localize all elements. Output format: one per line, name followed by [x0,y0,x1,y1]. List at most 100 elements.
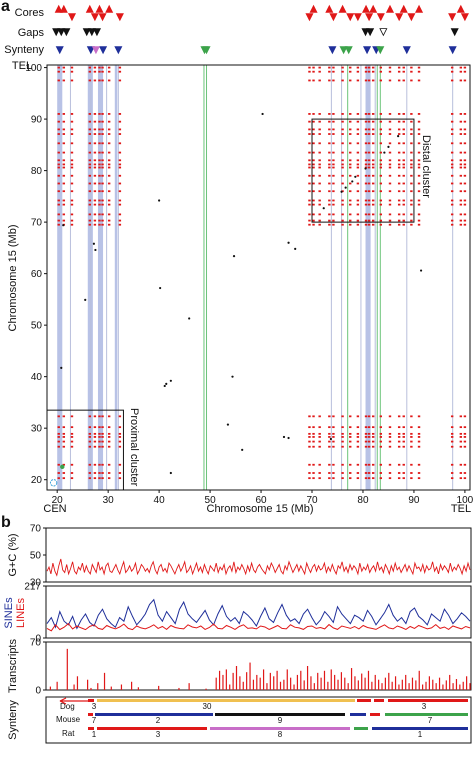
duplication-mark [364,166,368,169]
duplication-mark [410,79,413,82]
core-marker [338,4,347,13]
x-axis-ticks: 20 30 40 50 60 70 80 90 100 [52,490,474,506]
duplication-mark [367,113,371,115]
duplication-mark [364,463,368,466]
duplication-mark [88,463,92,466]
duplication-mark [101,166,104,169]
transcript-bar [381,683,383,690]
repeats-tick-label: 217 [24,582,41,593]
duplication-mark [318,472,321,474]
duplication-mark [328,415,331,418]
duplication-mark [98,426,101,429]
duplication-mark [328,79,331,82]
duplication-mark [397,70,401,73]
duplication-mark [356,163,360,166]
duplication-mark [328,166,331,169]
mouse-segment [95,713,213,716]
transcripts-tick-label: 0 [35,686,41,697]
duplication-mark [349,159,352,162]
transcript-bar [306,666,309,690]
duplication-mark [397,128,401,131]
duplication-mark [388,440,392,443]
duplication-mark [463,436,467,438]
gap-marker [366,28,375,37]
duplication-mark [367,415,371,418]
gc-frame [45,527,472,583]
transcript-bar [225,669,227,690]
duplication-mark [101,436,104,438]
duplication-mark [463,415,467,418]
duplication-mark [397,477,401,480]
duplication-mark [459,203,463,206]
duplication-mark [450,133,454,135]
duplication-mark [459,174,463,177]
duplication-mark [450,440,454,443]
duplication-mark [388,190,392,193]
duplication-mark [450,432,454,435]
x-tick-label: 80 [357,495,369,506]
duplication-mark [98,66,101,69]
duplication-mark [308,120,311,123]
duplication-mark [70,128,74,131]
duplication-mark [118,120,122,123]
duplication-mark [459,432,463,435]
duplication-mark [318,142,321,145]
duplication-mark [88,151,92,154]
duplication-mark [388,199,392,202]
duplication-mark [62,70,66,73]
core-marker [460,13,469,22]
transcript-bar [242,681,244,690]
duplication-mark [379,190,383,193]
synteny-map: Synteny Dog Mouse Rat 3 30 3 7 2 9 7 1 3… [7,696,472,744]
transcript-bar [158,685,160,690]
duplication-mark [379,133,383,135]
duplication-mark [332,213,335,216]
duplication-mark [356,213,360,216]
synteny-marker [363,46,372,55]
duplication-mark [341,133,344,135]
duplication-mark [388,113,392,115]
duplication-mark [57,133,60,135]
duplication-mark [98,445,101,448]
duplication-mark [341,199,344,202]
duplication-mark [328,223,331,226]
duplication-mark [463,203,467,206]
singleton-dot [169,471,172,475]
lines-series-line [46,622,471,632]
duplication-mark [417,163,421,166]
duplication-mark [371,128,375,131]
core-marker [346,13,355,22]
duplication-mark [101,223,104,226]
duplication-mark [402,79,405,82]
duplication-mark [459,166,463,169]
duplication-mark [417,477,421,480]
transcript-bar [445,680,447,690]
duplication-mark [379,166,383,169]
duplication-mark [459,163,463,166]
duplication-mark [93,128,97,131]
duplication-mark [118,190,122,193]
duplication-mark [356,133,360,135]
duplication-mark [459,440,463,443]
duplication-mark [332,120,335,123]
transcripts-tick-label: 70 [30,638,42,649]
duplication-mark [98,174,101,177]
duplication-mark [367,151,371,154]
singleton-dot [383,151,386,154]
singleton-dot [340,190,343,193]
duplication-mark [341,70,344,73]
transcript-bar [398,684,400,690]
duplication-mark [367,472,371,474]
duplication-mark [463,142,467,145]
transcript-bar [286,669,288,690]
transcript-bar [469,683,471,690]
duplication-mark [410,128,413,131]
duplication-mark [410,219,413,222]
duplication-mark [312,472,315,474]
duplication-mark [417,70,421,73]
transcript-bar [384,677,386,690]
transcript-bar [320,677,322,690]
duplication-mark [402,463,405,466]
duplication-mark [70,66,74,69]
duplication-mark [371,142,375,145]
